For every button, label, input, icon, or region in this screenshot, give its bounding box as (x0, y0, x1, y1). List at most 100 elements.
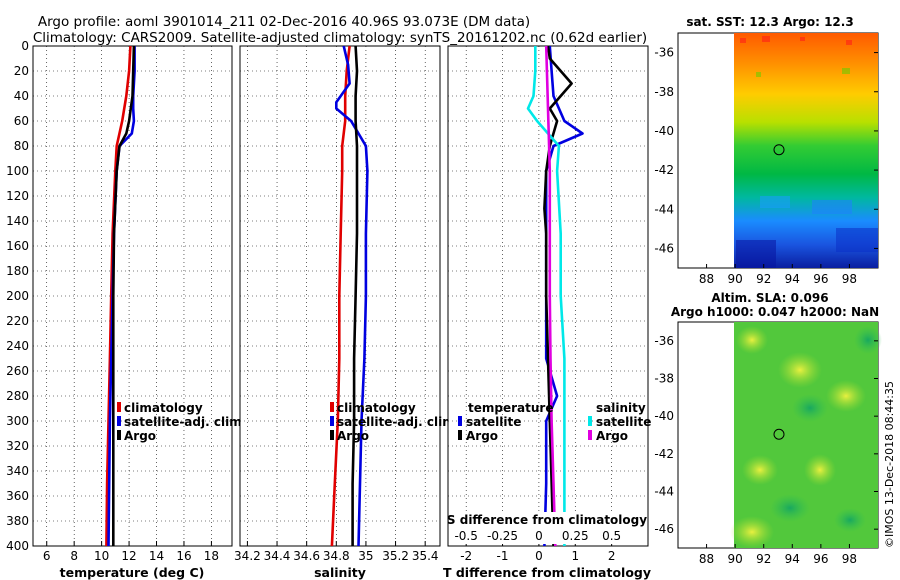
map-x-tick-label: 88 (699, 552, 714, 566)
legend-label-satellite: satellite-adj. clim. (124, 415, 246, 429)
map-x-tick-label: 98 (842, 552, 857, 566)
x-tick-label: 35 (358, 549, 373, 563)
sla-high-blob (742, 455, 778, 485)
x-tick-label: 0 (535, 549, 543, 563)
sla-map-panel: Altim. SLA: 0.096 Argo h1000: 0.047 h200… (654, 291, 882, 566)
sla-low-blob (770, 494, 810, 522)
imos-watermark: ©IMOS 13-Dec-2018 08:44:35 (883, 381, 896, 548)
sst-map-title: sat. SST: 12.3 Argo: 12.3 (686, 15, 853, 29)
legend-swatch-argo (117, 430, 121, 440)
sla-heatmap-texture (730, 326, 882, 548)
sla-y-tick-labels: -36 -38 -40 -42 -44 -46 (654, 334, 878, 536)
map-x-tick-label: 96 (813, 272, 828, 286)
sla-high-blob (826, 380, 866, 412)
legend-swatch-climatology (117, 402, 121, 412)
x-tick-label: 12 (121, 549, 136, 563)
salinity-xlabel: salinity (314, 565, 366, 580)
map-y-tick-label: -42 (654, 447, 674, 461)
salinity-series (330, 46, 369, 546)
map-y-tick-label: -36 (654, 334, 674, 348)
sst-argo-position-marker (773, 144, 785, 156)
map-x-tick-label: 90 (728, 552, 743, 566)
temperature-series (105, 46, 136, 546)
x-tick-label: 34.2 (234, 549, 261, 563)
salinity-x-tick-labels: 34.2 34.4 34.6 34.8 35 35.2 35.4 (234, 549, 438, 563)
depth-tick-label: 0 (21, 39, 29, 53)
map-y-tick-label: -46 (654, 241, 674, 255)
sst-heatmap-texture (736, 36, 878, 268)
sla-low-blob (834, 508, 866, 532)
sla-low-blob (854, 326, 882, 354)
map-y-tick-label: -44 (654, 485, 674, 499)
sla-high-blob (736, 326, 768, 354)
salinity-panel: 34.2 34.4 34.6 34.8 35 35.2 35.4 salinity clim… (234, 45, 459, 580)
depth-tick-label: 20 (14, 64, 29, 78)
series-line-temperature-satellite (543, 46, 584, 546)
depth-tick-label: 340 (6, 464, 29, 478)
map-x-tick-label: 94 (785, 552, 800, 566)
legend-swatch-argo (330, 430, 334, 440)
x-tick-label: 16 (176, 549, 191, 563)
sst-map-panel: sat. SST: 12.3 Argo: 12.3 88 90 92 94 96 98 -… (654, 15, 879, 286)
temperature-x-tick-labels: 6 8 10 12 14 16 18 (43, 549, 219, 563)
map-x-tick-label: 96 (813, 552, 828, 566)
s-difference-tick-label: 0 (535, 529, 543, 543)
map-y-tick-label: -44 (654, 202, 674, 216)
temperature-xlabel: temperature (deg C) (60, 565, 205, 580)
depth-tick-label: 180 (6, 264, 29, 278)
s-difference-tick-labels: -0.5 -0.25 0 0.25 0.5 (454, 529, 621, 543)
sst-x-tick-labels: 88 90 92 94 96 98 (699, 264, 857, 286)
depth-tick-label: 380 (6, 514, 29, 528)
legend-label-argo: Argo (124, 429, 156, 443)
legend-swatch-t-argo (458, 430, 462, 440)
depth-tick-label: 40 (14, 89, 29, 103)
s-difference-tick-label: -0.5 (454, 529, 477, 543)
map-y-tick-label: -36 (654, 46, 674, 60)
temperature-depth-tick-labels: 0 20 40 60 80 100 120 140 160 180 200 220 240 260 280 3… (6, 39, 29, 553)
sst-patch (756, 72, 761, 77)
map-y-tick-label: -40 (654, 409, 674, 423)
depth-tick-label: 100 (6, 164, 29, 178)
depth-tick-label: 160 (6, 239, 29, 253)
map-y-tick-label: -38 (654, 85, 674, 99)
legend-title-salinity: salinity (596, 401, 646, 415)
sst-hot-patch (762, 36, 770, 42)
x-tick-label: 34.8 (323, 549, 350, 563)
legend-label-satellite: satellite-adj. clim. (337, 415, 459, 429)
difference-series (526, 46, 584, 546)
map-x-tick-label: 90 (728, 272, 743, 286)
x-tick-label: -2 (460, 549, 472, 563)
sst-patch (842, 68, 850, 74)
s-difference-tick-label: -0.25 (487, 529, 518, 543)
legend-label-t-argo: Argo (466, 429, 498, 443)
depth-tick-label: 280 (6, 389, 29, 403)
depth-tick-label: 140 (6, 214, 29, 228)
map-x-tick-label: 92 (756, 272, 771, 286)
difference-xlabel: T difference from climatology (443, 565, 651, 580)
depth-tick-label: 260 (6, 364, 29, 378)
map-x-tick-label: 88 (699, 272, 714, 286)
difference-legend-salinity: salinity satellite Argo (588, 401, 651, 443)
sla-high-blob (730, 516, 774, 548)
x-tick-label: 2 (608, 549, 616, 563)
map-x-tick-label: 94 (785, 272, 800, 286)
salinity-legend: climatology satellite-adj. clim. Argo (330, 401, 459, 443)
x-tick-label: 34.6 (293, 549, 320, 563)
depth-tick-label: 80 (14, 139, 29, 153)
depth-tick-label: 220 (6, 314, 29, 328)
s-difference-label: S difference from climatology (447, 513, 647, 527)
map-y-tick-label: -42 (654, 163, 674, 177)
legend-label-s-satellite: satellite (596, 415, 651, 429)
x-tick-label: 8 (70, 549, 78, 563)
depth-tick-label: 400 (6, 539, 29, 553)
x-tick-label: 10 (94, 549, 109, 563)
s-difference-tick-label: 0.5 (602, 529, 621, 543)
sla-map-title-line1: Altim. SLA: 0.096 (711, 291, 828, 305)
sst-patch (760, 196, 790, 208)
map-y-tick-label: -38 (654, 372, 674, 386)
header-line1: Argo profile: aoml 3901014_211 02-Dec-20… (38, 14, 530, 30)
sla-low-blob (792, 394, 828, 422)
x-tick-label: 1 (571, 549, 579, 563)
depth-tick-label: 360 (6, 489, 29, 503)
depth-tick-label: 240 (6, 339, 29, 353)
